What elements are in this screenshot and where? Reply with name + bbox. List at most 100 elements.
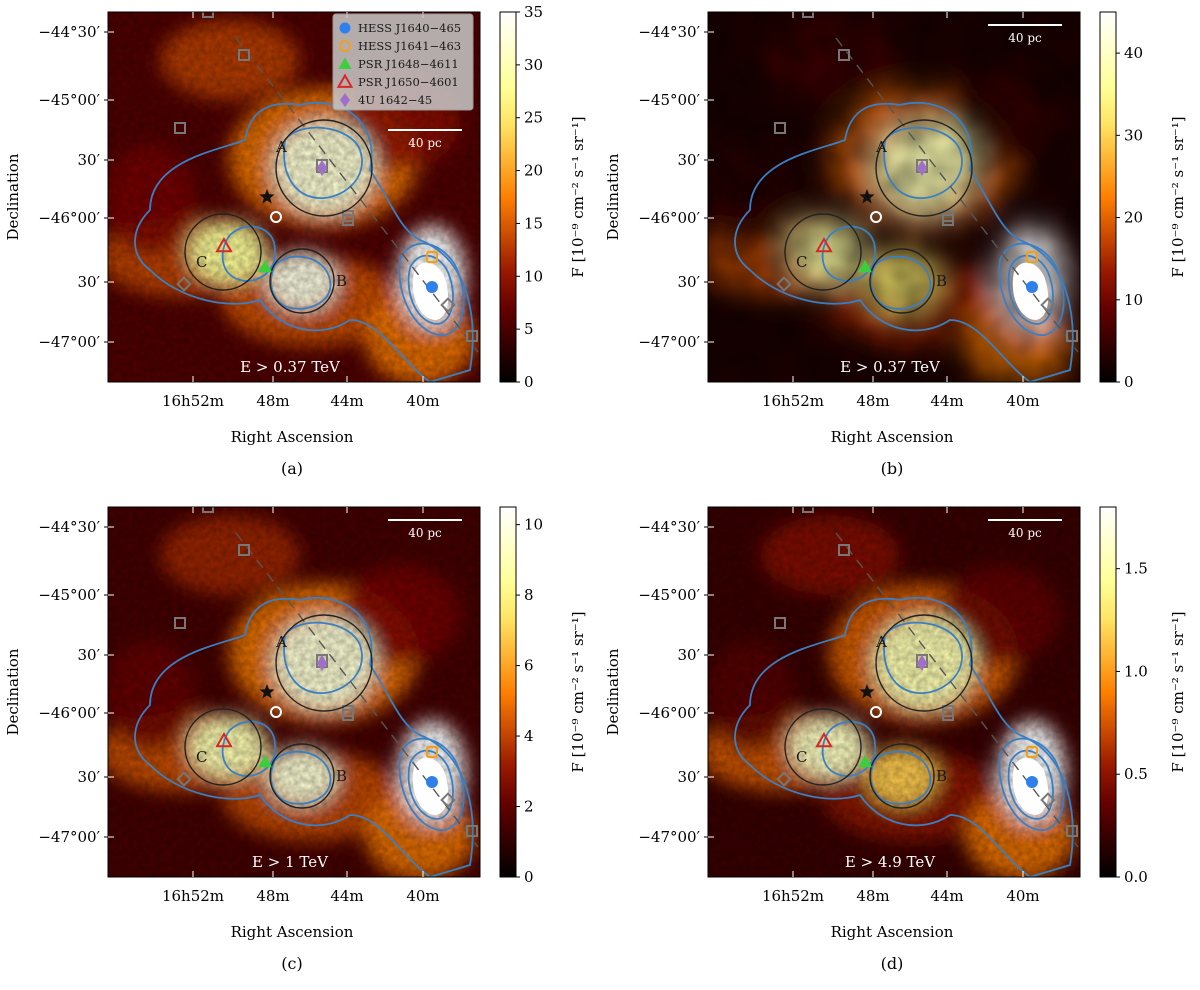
- energy-label: E > 0.37 TeV: [840, 358, 941, 376]
- catalog-source-square: [838, 49, 850, 61]
- x-tick-label: 48m: [256, 887, 289, 905]
- region-circle-B: [269, 248, 335, 314]
- x-tick-label: 16h52m: [162, 887, 224, 905]
- y-tick-label: −47°00′: [38, 333, 100, 351]
- marker-hess-j1641: [425, 250, 439, 264]
- y-tick-label: 30′: [78, 273, 101, 291]
- region-circle-C: [784, 708, 862, 786]
- catalog-source-diamond: [440, 792, 456, 808]
- catalog-source-square: [942, 709, 954, 721]
- contours: [134, 596, 474, 877]
- region-label-C: C: [196, 748, 207, 766]
- marker-hess-j1640: [1026, 776, 1038, 788]
- colorbar-tick-label: 30: [1124, 126, 1143, 144]
- legend-entry: PSR J1648−4611: [358, 57, 459, 71]
- region-label-C: C: [196, 253, 207, 271]
- galactic-plane-line: [235, 532, 479, 848]
- panel-d: A B C 40 pc E > 4.9 TeV −44°30′ −45°00′ 30′ −46°…: [600, 495, 1200, 990]
- colorbar-tick-label: 0: [524, 868, 534, 886]
- legend: HESS J1640−465 HESS J1641−463 PSR J1648−46…: [332, 13, 474, 111]
- catalog-source-square: [774, 122, 786, 134]
- map-frame: [707, 506, 1081, 878]
- y-tick-label: −45°00′: [638, 586, 700, 604]
- catalog-source-square: [774, 617, 786, 629]
- y-tick-label: −46°00′: [38, 209, 100, 227]
- region-label-B: B: [336, 767, 347, 785]
- catalog-source-square: [942, 214, 954, 226]
- panel-a: A B C 40 pc E > 0.37 TeV −44°30′ −45°00′ 30′ −46…: [0, 0, 600, 495]
- x-tick-label: 40m: [1006, 887, 1039, 905]
- marker-psr-j1650: [215, 236, 233, 253]
- energy-label: E > 4.9 TeV: [845, 853, 936, 871]
- y-tick-label: −47°00′: [638, 333, 700, 351]
- catalog-source-diamond: [776, 276, 792, 292]
- catalog-source-square: [838, 544, 850, 556]
- sky-map-b: A B C 40 pc E > 0.37 TeV −44°30′ −45°00′ 30′ −46…: [604, 11, 1187, 478]
- region-label-C: C: [796, 253, 807, 271]
- colorbar-tick-label: 4: [524, 727, 534, 745]
- region-circle-C: [184, 213, 262, 291]
- legend-box: [332, 13, 474, 111]
- catalog-source-diamond: [440, 297, 456, 313]
- region-circle-A: [275, 614, 373, 712]
- energy-label: E > 0.37 TeV: [240, 358, 341, 376]
- catalog-source-square: [1066, 825, 1078, 837]
- colorbar: [1099, 11, 1117, 383]
- panel-b: A B C 40 pc E > 0.37 TeV −44°30′ −45°00′ 30′ −46…: [600, 0, 1200, 495]
- region-circle-C: [784, 213, 862, 291]
- y-tick-label: 30′: [678, 273, 701, 291]
- catalog-source-square: [1066, 330, 1078, 342]
- region-circle-C: [184, 708, 262, 786]
- y-tick-label: −47°00′: [38, 828, 100, 846]
- marker-psr-j1650: [815, 731, 833, 748]
- region-label-B: B: [936, 272, 947, 290]
- marker-white-circle: [270, 706, 282, 718]
- y-tick-label: −45°00′: [638, 91, 700, 109]
- marker-4u-1642: [917, 160, 927, 176]
- colorbar-tick-label: 1.0: [1124, 662, 1148, 680]
- x-tick-label: 16h52m: [762, 887, 824, 905]
- catalog-source-square: [466, 330, 478, 342]
- scale-bar-label: 40 pc: [408, 526, 442, 540]
- x-tick-label: 48m: [856, 887, 889, 905]
- catalog-source-square: [342, 709, 354, 721]
- contours: [134, 101, 474, 382]
- y-tick-label: −46°00′: [638, 209, 700, 227]
- y-tick-label: −45°00′: [38, 91, 100, 109]
- y-tick-label: −44°30′: [38, 518, 100, 536]
- colorbar-tick-label: 25: [524, 109, 543, 127]
- legend-marker: [336, 73, 354, 88]
- galactic-plane-line: [835, 37, 1079, 353]
- legend-entry: 4U 1642−45: [358, 93, 432, 107]
- y-tick-label: −46°00′: [638, 704, 700, 722]
- legend-marker: [339, 22, 351, 34]
- catalog-source-square: [802, 12, 814, 18]
- marker-star: [259, 684, 275, 699]
- region-label-A: A: [875, 138, 887, 156]
- marker-hess-j1640: [426, 776, 438, 788]
- heatmap-area: A B C: [708, 12, 1080, 382]
- colorbar-tick-label: 40: [1124, 44, 1143, 62]
- sky-map-c: A B C 40 pc E > 1 TeV −44°30′ −45°00′ 30′ −46°00…: [4, 506, 587, 973]
- panel-c: A B C 40 pc E > 1 TeV −44°30′ −45°00′ 30′ −46°00…: [0, 495, 600, 990]
- legend-marker: [338, 57, 352, 69]
- marker-hess-j1641: [1025, 250, 1039, 264]
- y-tick-label: −44°30′: [38, 23, 100, 41]
- marker-hess-j1641: [1025, 745, 1039, 759]
- panel-caption: (d): [881, 954, 904, 973]
- x-tick-label: 16h52m: [762, 392, 824, 410]
- panel-caption: (a): [281, 459, 303, 478]
- marker-star: [859, 684, 875, 699]
- y-tick-label: 30′: [678, 151, 701, 169]
- colorbar-tick-label: 1.5: [1124, 560, 1148, 578]
- catalog-source-square: [466, 825, 478, 837]
- x-axis-label: Right Ascension: [231, 923, 354, 941]
- x-tick-label: 44m: [330, 887, 363, 905]
- x-tick-label: 40m: [406, 887, 439, 905]
- catalog-source-diamond: [176, 276, 192, 292]
- x-tick-label: 44m: [930, 392, 963, 410]
- catalog-source-square: [174, 122, 186, 134]
- marker-psr-j1648: [858, 755, 872, 768]
- x-axis-label: Right Ascension: [831, 923, 954, 941]
- y-tick-label: 30′: [678, 768, 701, 786]
